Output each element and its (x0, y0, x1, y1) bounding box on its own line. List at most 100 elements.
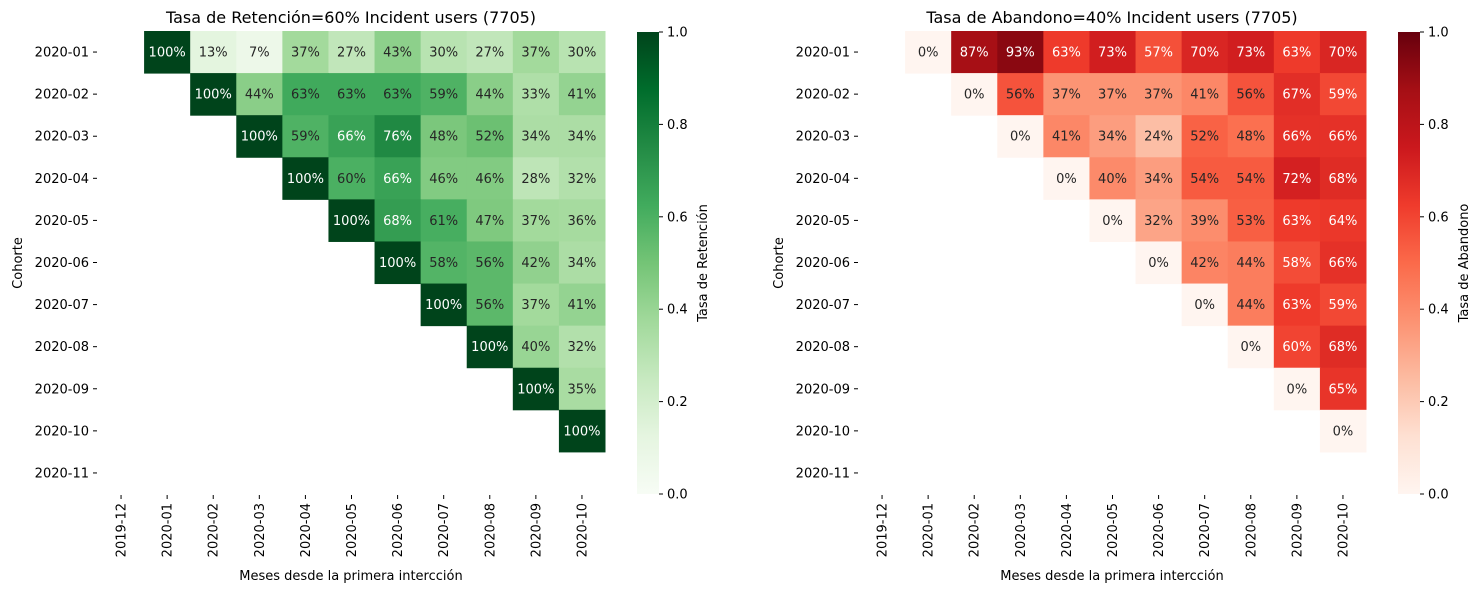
retention-x-tick-label: 2020-09 (529, 503, 544, 557)
churn-cell (997, 31, 1044, 74)
retention-cell-label: 68% (383, 214, 412, 229)
churn-cell (1181, 115, 1229, 158)
retention-cell-label: 60% (337, 172, 366, 187)
retention-x-tick-label: 2020-08 (483, 503, 498, 557)
retention-cell-label: 30% (429, 46, 458, 61)
retention-colorbar-ticks: 0.0 0.2 0.4 0.6 0.8 1.0 (659, 26, 688, 503)
retention-cell-label: 63% (337, 88, 366, 103)
retention-cell (328, 199, 376, 242)
churn-y-tick-label: 2020-07 (796, 298, 850, 313)
churn-cell-label: 53% (1236, 214, 1265, 229)
retention-cell-label: 32% (568, 172, 597, 187)
retention-cell-label: 100% (287, 172, 324, 187)
retention-cell (374, 73, 422, 116)
retention-cell (374, 199, 422, 242)
churn-heatmap: Tasa de Abandono=40% Incident users (770… (772, 8, 1472, 584)
churn-cell (1273, 199, 1321, 242)
retention-cell (512, 31, 560, 74)
churn-cell-label: 32% (1144, 214, 1173, 229)
churn-cell-label: 24% (1144, 130, 1173, 145)
churn-cell-label: 72% (1282, 172, 1311, 187)
churn-cell-label: 68% (1329, 340, 1358, 355)
retention-cell (190, 31, 237, 74)
churn-cell (1227, 115, 1275, 158)
retention-cell-label: 63% (383, 88, 412, 103)
churn-cell (1319, 73, 1367, 116)
churn-x-tick-label: 2020-09 (1290, 503, 1305, 557)
churn-cell-label: 93% (1006, 46, 1035, 61)
retention-cell (512, 157, 560, 200)
retention-colorbar-tick-label: 0.2 (667, 395, 688, 410)
churn-cell-label: 0% (1148, 256, 1169, 271)
churn-cell-label: 54% (1190, 172, 1219, 187)
churn-x-tick-label: 2019-12 (876, 503, 891, 557)
churn-cell (1135, 199, 1183, 242)
retention-y-tick-label: 2020-09 (35, 382, 89, 397)
churn-cell-label: 60% (1282, 340, 1311, 355)
churn-cell-label: 52% (1190, 130, 1219, 145)
retention-cell-label: 76% (383, 130, 412, 145)
churn-cell (905, 31, 952, 74)
retention-cell-label: 33% (521, 88, 550, 103)
retention-colorbar-tick-label: 0.6 (667, 210, 688, 225)
retention-cell (558, 199, 606, 242)
retention-cell-label: 41% (568, 88, 597, 103)
retention-y-tick-label: 2020-08 (35, 340, 89, 355)
retention-cell-label: 40% (521, 340, 550, 355)
churn-cell-label: 44% (1236, 256, 1265, 271)
churn-cell-label: 73% (1098, 46, 1127, 61)
churn-x-tick-label: 2020-07 (1198, 503, 1213, 557)
churn-colorbar-tick-label: 0.0 (1428, 488, 1449, 503)
retention-cell-label: 37% (521, 214, 550, 229)
retention-y-tick-label: 2020-04 (35, 172, 89, 187)
churn-y-ticks: 2020-01 2020-02 2020-03 2020-04 2020-05 2020-… (796, 46, 858, 481)
churn-x-axis-label: Meses desde la primera intercción (1000, 569, 1223, 584)
churn-cell-label: 66% (1282, 130, 1311, 145)
retention-cell-label: 100% (333, 214, 370, 229)
retention-y-tick-label: 2020-11 (35, 466, 89, 481)
churn-cell (1227, 73, 1275, 116)
churn-colorbar-label: Tasa de Abandono (1457, 204, 1472, 324)
retention-cell (420, 199, 468, 242)
churn-cell (1089, 115, 1137, 158)
retention-cell (374, 115, 422, 158)
retention-cell-label: 46% (475, 172, 504, 187)
retention-cell (466, 325, 514, 369)
churn-cell (997, 115, 1044, 158)
churn-cell-label: 0% (918, 46, 939, 61)
retention-cell-label: 37% (521, 298, 550, 313)
churn-cell (1227, 31, 1275, 74)
churn-cell (1089, 199, 1137, 242)
retention-cell-label: 30% (568, 46, 597, 61)
retention-x-tick-label: 2020-04 (299, 503, 314, 557)
churn-colorbar-gradient (1398, 32, 1420, 494)
churn-cell (1227, 241, 1275, 285)
churn-cell (1227, 157, 1275, 200)
churn-cell (1319, 409, 1367, 453)
retention-cell (512, 367, 560, 411)
churn-cell (997, 73, 1044, 116)
retention-cell-label: 63% (291, 88, 320, 103)
retention-y-ticks: 2020-01 2020-02 2020-03 2020-04 2020-05 2020-… (35, 46, 97, 481)
retention-x-tick-label: 2020-06 (391, 503, 406, 557)
retention-cell-label: 59% (291, 130, 320, 145)
retention-cell-label: 59% (429, 88, 458, 103)
churn-cell (1043, 73, 1090, 116)
retention-cell (512, 73, 560, 116)
churn-cell (1319, 283, 1367, 327)
retention-y-tick-label: 2020-10 (35, 424, 89, 439)
churn-cell (1273, 325, 1321, 369)
churn-cell-label: 87% (960, 46, 989, 61)
churn-cell (1135, 157, 1183, 200)
retention-cell-label: 47% (475, 214, 504, 229)
retention-y-tick-label: 2020-06 (35, 256, 89, 271)
retention-cell (236, 31, 283, 74)
retention-cell-label: 100% (471, 340, 508, 355)
retention-cell-label: 66% (383, 172, 412, 187)
retention-cell (328, 73, 376, 116)
churn-cell (1319, 325, 1367, 369)
churn-cell-label: 0% (1333, 424, 1354, 439)
retention-cell-label: 42% (521, 256, 550, 271)
